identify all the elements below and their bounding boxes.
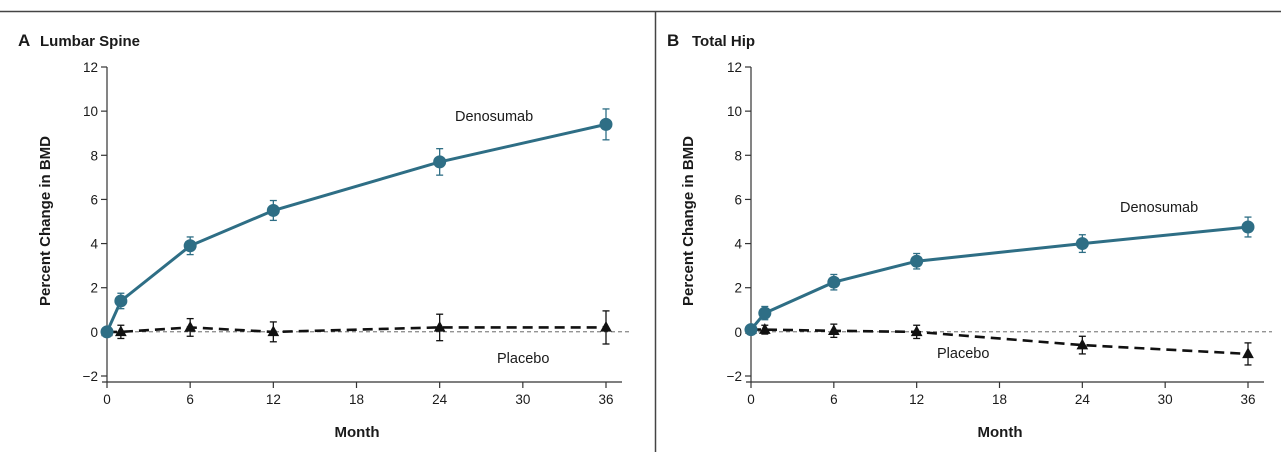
x-tick-label: 0 — [747, 392, 755, 407]
denosumab-point — [758, 306, 772, 320]
y-axis-label: Percent Change in BMD — [680, 136, 697, 306]
placebo-point — [1076, 338, 1089, 350]
placebo-point — [115, 325, 127, 337]
denosumab-point — [114, 294, 128, 308]
placebo-point — [600, 320, 612, 332]
series-label-denosumab: Denosumab — [455, 109, 533, 125]
y-tick-label: 12 — [727, 60, 742, 75]
x-tick-label: 0 — [103, 392, 111, 407]
denosumab-point — [827, 275, 841, 289]
x-tick-label: 24 — [1075, 392, 1091, 407]
series-label-placebo: Placebo — [937, 346, 989, 362]
series-label-placebo: Placebo — [497, 351, 549, 367]
denosumab-point — [599, 117, 613, 131]
y-tick-label: 2 — [734, 281, 742, 296]
x-tick-label: 12 — [266, 392, 281, 407]
denosumab-point — [910, 254, 924, 268]
x-tick-label: 6 — [186, 392, 194, 407]
denosumab-point — [1075, 237, 1089, 251]
denosumab-point — [100, 325, 114, 339]
placebo-point — [267, 325, 280, 337]
denosumab-point — [266, 203, 280, 217]
y-tick-label: 8 — [90, 148, 98, 163]
y-tick-label: 12 — [83, 60, 98, 75]
placebo-point — [433, 320, 446, 332]
placebo-series-line — [751, 328, 1249, 356]
panel-b-total-hip: B Total Hip Percent Change in BMD Month … — [667, 31, 1272, 441]
x-axis-label: Month — [978, 424, 1023, 441]
y-tick-label: 0 — [90, 325, 98, 340]
y-tick-label: 4 — [734, 237, 742, 252]
panel-letter: A — [18, 31, 30, 50]
placebo-point — [1242, 347, 1254, 359]
y-tick-label: 4 — [90, 237, 98, 252]
x-tick-label: 30 — [1158, 392, 1173, 407]
y-tick-label: −2 — [83, 369, 98, 384]
x-tick-label: 36 — [598, 392, 613, 407]
denosumab-point — [1241, 220, 1255, 234]
placebo-series-line — [107, 326, 606, 334]
y-tick-label: 8 — [734, 148, 742, 163]
x-tick-label: 18 — [349, 392, 364, 407]
y-tick-label: 0 — [734, 325, 742, 340]
y-tick-label: 6 — [90, 192, 98, 207]
panel-letter: B — [667, 31, 679, 50]
y-axis-label: Percent Change in BMD — [37, 136, 54, 306]
y-tick-label: 10 — [83, 104, 98, 119]
y-tick-label: 2 — [90, 281, 98, 296]
x-tick-label: 18 — [992, 392, 1007, 407]
x-tick-label: 36 — [1240, 392, 1255, 407]
series-label-denosumab: Denosumab — [1120, 200, 1198, 216]
denosumab-point — [744, 323, 758, 337]
x-tick-label: 6 — [830, 392, 838, 407]
x-tick-label: 12 — [909, 392, 924, 407]
placebo-point — [184, 320, 197, 332]
x-tick-label: 24 — [432, 392, 448, 407]
panel-title: Total Hip — [692, 33, 755, 50]
y-tick-label: 6 — [734, 192, 742, 207]
denosumab-series-line — [105, 122, 607, 333]
placebo-point — [827, 324, 840, 335]
y-tick-label: 10 — [727, 104, 742, 119]
y-tick-label: −2 — [727, 369, 742, 384]
placebo-point — [910, 325, 923, 337]
x-axis-label: Month — [335, 424, 380, 441]
denosumab-point — [183, 239, 197, 253]
denosumab-point — [433, 155, 447, 169]
x-tick-label: 30 — [515, 392, 530, 407]
denosumab-series-line — [749, 225, 1249, 331]
placebo-point — [758, 323, 771, 334]
panel-a-lumbar-spine: A Lumbar Spine Percent Change in BMD Mon… — [18, 31, 630, 441]
panel-title: Lumbar Spine — [40, 33, 140, 50]
